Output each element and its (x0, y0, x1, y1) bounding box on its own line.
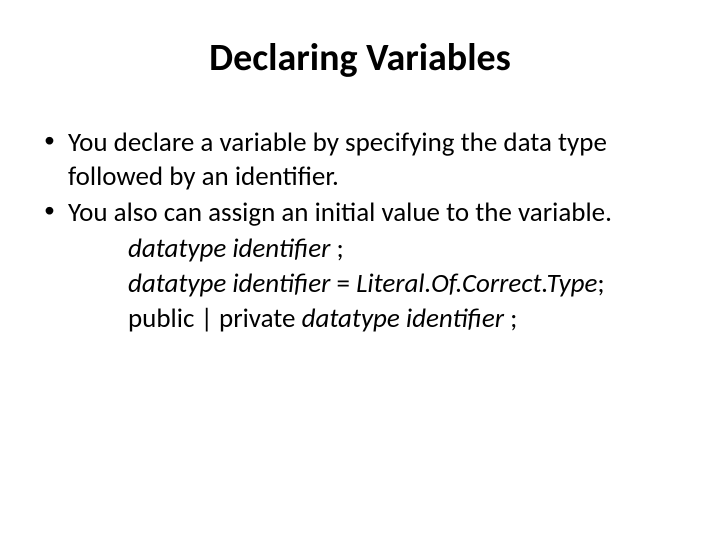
syntax-italic: Literal.Of.Correct.Type (356, 267, 597, 300)
bullet-text: You also can assign an initial value to … (68, 196, 680, 230)
syntax-prefix: public | private (128, 302, 302, 335)
syntax-suffix: ; (597, 267, 604, 300)
bullet-item: You declare a variable by specifying the… (40, 126, 680, 194)
syntax-italic: datatype identifier (128, 232, 330, 265)
bullet-item: You also can assign an initial value to … (40, 196, 680, 230)
syntax-line: public | private datatype identifier ; (128, 301, 680, 336)
syntax-line: datatype identifier ; (128, 231, 680, 266)
syntax-italic: datatype identifier (302, 302, 504, 335)
bullet-list: You declare a variable by specifying the… (40, 126, 680, 229)
slide-title: Declaring Variables (40, 35, 680, 81)
syntax-mid: ; (330, 232, 343, 265)
syntax-mid: = (330, 267, 356, 300)
syntax-mid: ; (504, 302, 517, 335)
slide-container: Declaring Variables You declare a variab… (0, 0, 720, 540)
syntax-italic: datatype identifier (128, 267, 330, 300)
syntax-line: datatype identifier = Literal.Of.Correct… (128, 266, 680, 301)
syntax-block: datatype identifier ; datatype identifie… (40, 231, 680, 336)
bullet-text: You declare a variable by specifying the… (68, 126, 680, 194)
